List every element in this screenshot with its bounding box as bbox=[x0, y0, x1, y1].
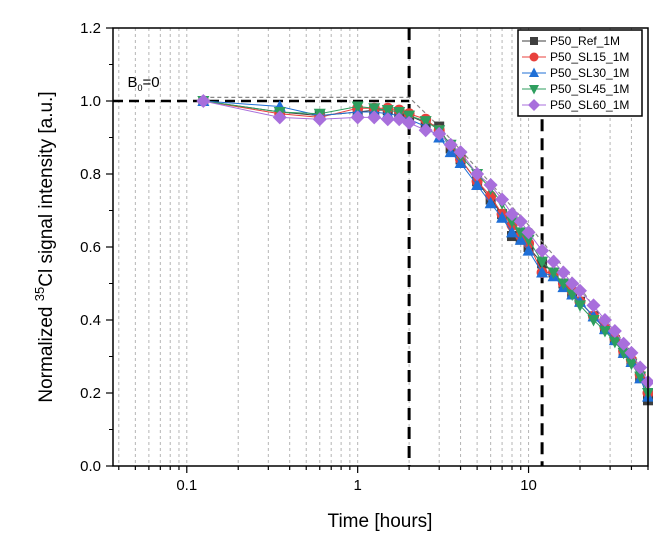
x-tick-label: 1 bbox=[354, 477, 362, 494]
series-line bbox=[203, 100, 649, 401]
data-point bbox=[634, 371, 647, 384]
legend-marker-circle bbox=[529, 52, 539, 62]
data-point bbox=[351, 101, 364, 113]
data-point bbox=[546, 254, 561, 269]
data-point bbox=[432, 126, 447, 141]
y-tick-label: 0.6 bbox=[80, 239, 101, 256]
data-point bbox=[557, 278, 570, 290]
data-point bbox=[598, 325, 611, 338]
legend: P50_Ref_1M P50_SL15_1M P50_SL30_1M P50_SL45… bbox=[517, 29, 643, 117]
series-line bbox=[203, 100, 649, 394]
x-tick-label: 10 bbox=[520, 477, 537, 494]
legend-marker-triangle-up bbox=[529, 67, 539, 77]
data-point bbox=[484, 196, 497, 209]
legend-marker-triangle-down bbox=[529, 85, 539, 95]
data-point bbox=[453, 145, 468, 160]
data-point bbox=[572, 283, 587, 298]
data-point bbox=[418, 123, 433, 138]
data-series bbox=[196, 94, 653, 406]
y-tick-label: 0.8 bbox=[80, 166, 101, 183]
data-point bbox=[504, 207, 519, 222]
data-point bbox=[495, 192, 510, 207]
data-point bbox=[402, 115, 417, 130]
y-tick-label: 0.4 bbox=[80, 312, 101, 329]
data-point bbox=[196, 94, 211, 108]
data-point bbox=[521, 225, 536, 240]
data-point bbox=[471, 178, 484, 190]
y-tick-label: 0.2 bbox=[80, 385, 101, 402]
data-point bbox=[556, 265, 571, 280]
data-point bbox=[381, 105, 394, 117]
envelope-line bbox=[203, 96, 649, 387]
series-line bbox=[203, 100, 649, 383]
legend-label: P50_Ref_1M bbox=[550, 34, 620, 48]
data-point bbox=[536, 266, 549, 278]
series-p50_sl45_1m bbox=[197, 96, 653, 400]
series-p50_sl30_1m bbox=[197, 94, 653, 402]
data-point bbox=[454, 156, 467, 169]
data-point bbox=[505, 216, 518, 228]
x-tick-label: 0.1 bbox=[176, 477, 197, 494]
data-point bbox=[625, 358, 638, 371]
data-point bbox=[443, 137, 458, 152]
x-axis-label: Time [hours] bbox=[328, 511, 433, 532]
data-point bbox=[536, 256, 549, 269]
series-p50_sl15_1m bbox=[197, 95, 653, 399]
data-point bbox=[485, 190, 497, 202]
legend-marker-diamond bbox=[528, 99, 540, 111]
data-point bbox=[514, 233, 527, 245]
data-point bbox=[350, 110, 365, 125]
data-point bbox=[565, 276, 580, 291]
data-point bbox=[573, 300, 586, 312]
data-point bbox=[496, 211, 509, 223]
legend-marker-square bbox=[530, 37, 538, 45]
legend-label: P50_SL15_1M bbox=[550, 50, 629, 64]
data-point bbox=[624, 345, 639, 360]
data-point bbox=[616, 336, 631, 351]
data-point bbox=[607, 323, 622, 338]
axis-ticks: 0.1 1 10 0.0 0.2 0.4 0.6 0.8 1.0 1.2 bbox=[80, 20, 649, 494]
data-point bbox=[483, 177, 498, 192]
series-line bbox=[203, 100, 649, 394]
legend-label: P50_SL45_1M bbox=[550, 82, 629, 96]
data-point bbox=[419, 116, 432, 128]
annotation-b0: B0=0 bbox=[128, 74, 160, 93]
legend-label: P50_SL30_1M bbox=[550, 66, 629, 80]
series-p50_ref_1m bbox=[198, 96, 653, 406]
legend-label: P50_SL60_1M bbox=[550, 98, 629, 112]
data-point bbox=[608, 336, 621, 349]
series-line bbox=[203, 100, 649, 397]
y-axis-label: Normalized 35Cl signal intensity [a.u.] bbox=[32, 91, 57, 402]
data-point bbox=[513, 214, 528, 229]
data-point bbox=[587, 315, 600, 327]
data-point bbox=[633, 360, 648, 375]
data-point bbox=[368, 103, 381, 115]
data-point bbox=[470, 167, 485, 181]
data-point bbox=[272, 110, 287, 125]
data-point bbox=[586, 298, 601, 313]
data-point bbox=[505, 225, 518, 238]
data-point bbox=[380, 112, 395, 127]
series-p50_sl60_1m bbox=[196, 94, 653, 390]
data-point bbox=[547, 267, 560, 280]
data-point bbox=[597, 313, 612, 327]
data-point bbox=[535, 243, 550, 258]
y-tick-label: 1.0 bbox=[80, 93, 101, 110]
data-point bbox=[367, 110, 382, 125]
data-point bbox=[522, 234, 535, 247]
data-point bbox=[522, 244, 535, 256]
y-tick-label: 1.2 bbox=[80, 20, 101, 37]
y-tick-label: 0.0 bbox=[80, 458, 101, 475]
data-point bbox=[641, 375, 653, 390]
reference-lines bbox=[113, 28, 649, 466]
data-point bbox=[312, 112, 327, 127]
